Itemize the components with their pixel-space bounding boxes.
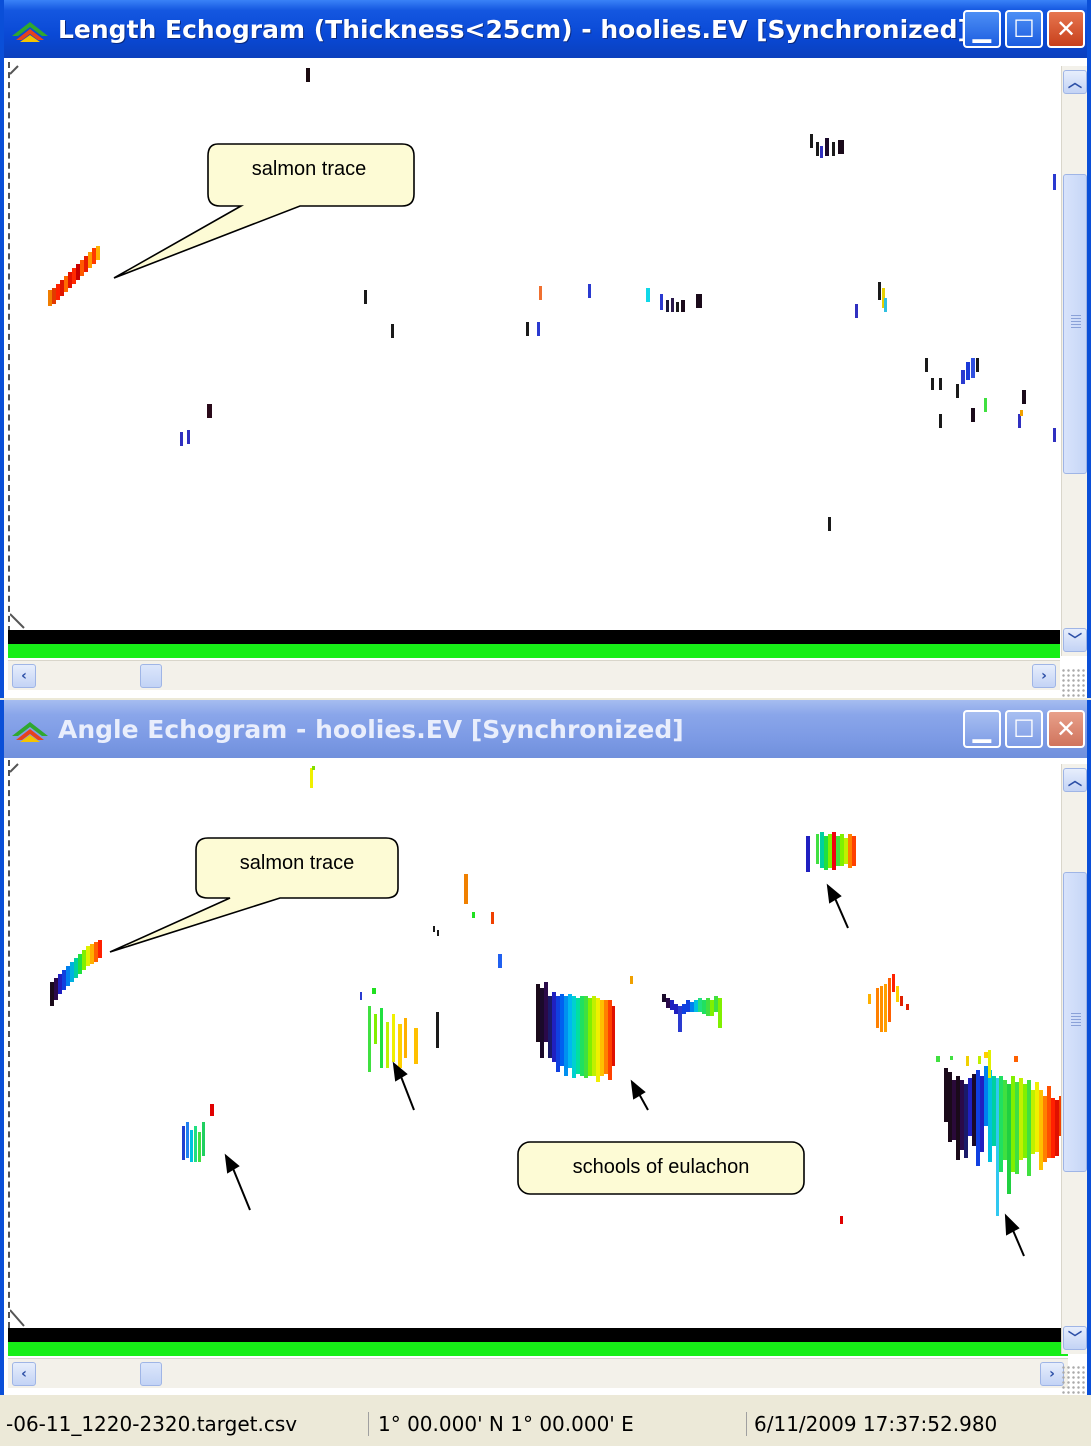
eulachon-school bbox=[868, 974, 909, 1032]
title-bar[interactable]: Angle Echogram - hoolies.EV [Synchronize… bbox=[4, 700, 1087, 758]
corner-mark bbox=[10, 1309, 25, 1327]
status-file: -06-11_1220-2320.target.csv bbox=[6, 1412, 298, 1436]
horizontal-scrollbar[interactable]: ‹ › bbox=[8, 660, 1060, 690]
scroll-down-button[interactable]: ﹀ bbox=[1063, 628, 1087, 652]
eulachon-school bbox=[536, 982, 615, 1082]
corner-mark bbox=[10, 65, 19, 75]
title-bar[interactable]: Length Echogram (Thickness<25cm) - hooli… bbox=[4, 0, 1087, 58]
minimize-button[interactable]: ▁ bbox=[963, 710, 1001, 748]
maximize-button[interactable]: ☐ bbox=[1005, 710, 1043, 748]
vertical-scroll-thumb[interactable] bbox=[1063, 872, 1087, 1172]
salmon-trace-callout bbox=[113, 143, 415, 279]
resize-grip-icon[interactable] bbox=[1061, 1365, 1087, 1395]
chevron-left-icon: ‹ bbox=[21, 668, 27, 684]
callout-label: schools of eulachon bbox=[572, 1156, 750, 1178]
chevron-up-icon: ︿ bbox=[1068, 773, 1082, 789]
chevron-right-icon: › bbox=[1041, 668, 1047, 684]
horizontal-scrollbar[interactable]: ‹ › bbox=[8, 1358, 1068, 1388]
eulachon-school bbox=[806, 832, 856, 872]
angle-echogram-window: Angle Echogram - hoolies.EV [Synchronize… bbox=[0, 700, 1091, 1395]
maximize-icon: ☐ bbox=[1013, 15, 1035, 43]
chevron-down-icon: ﹀ bbox=[1068, 633, 1082, 649]
vertical-scrollbar[interactable]: ︿ ﹀ bbox=[1061, 764, 1087, 1354]
status-bar: -06-11_1220-2320.target.csv 1° 00.000' N… bbox=[0, 1398, 1091, 1446]
salmon-trace-callout bbox=[109, 837, 399, 953]
maximize-button[interactable]: ☐ bbox=[1005, 10, 1043, 48]
bottom-grid-band bbox=[8, 1342, 1068, 1356]
eulachon-callout bbox=[517, 1141, 805, 1195]
scroll-down-button[interactable]: ﹀ bbox=[1063, 1326, 1087, 1350]
close-icon: ✕ bbox=[1055, 715, 1077, 743]
vertical-scrollbar[interactable]: ︿ ﹀ bbox=[1061, 66, 1087, 656]
callout-label: salmon trace bbox=[251, 158, 367, 180]
window-title: Angle Echogram - hoolies.EV [Synchronize… bbox=[58, 714, 684, 744]
chevron-right-icon: › bbox=[1049, 1366, 1055, 1382]
eulachon-school bbox=[662, 994, 722, 1032]
eulachon-school bbox=[360, 988, 439, 1072]
close-button[interactable]: ✕ bbox=[1047, 10, 1085, 48]
minimize-button[interactable]: ▁ bbox=[963, 10, 1001, 48]
scroll-up-button[interactable]: ︿ bbox=[1063, 70, 1087, 94]
echogram-plot bbox=[10, 763, 1067, 1327]
chevron-down-icon: ﹀ bbox=[1068, 1331, 1082, 1347]
echogram-plot bbox=[10, 65, 1056, 629]
status-datetime: 6/11/2009 17:37:52.980 bbox=[754, 1412, 998, 1436]
salmon-trace-targets bbox=[50, 940, 102, 1006]
status-separator bbox=[368, 1412, 369, 1436]
bottom-line-band bbox=[8, 1328, 1068, 1342]
eulachon-school bbox=[936, 1050, 1063, 1216]
grip-icon bbox=[1071, 315, 1081, 329]
echogram-canvas[interactable]: salmon trace bbox=[8, 62, 1060, 632]
chevron-left-icon: ‹ bbox=[21, 1366, 27, 1382]
echoview-app-icon bbox=[12, 22, 48, 42]
single-targets bbox=[180, 68, 1056, 531]
maximize-icon: ☐ bbox=[1013, 715, 1035, 743]
echogram-canvas[interactable]: salmon trace schools of eulachon bbox=[8, 760, 1068, 1328]
scroll-up-button[interactable]: ︿ bbox=[1063, 768, 1087, 792]
scroll-right-button[interactable]: › bbox=[1032, 664, 1056, 688]
annotation-arrows bbox=[224, 883, 1025, 1257]
corner-mark bbox=[10, 613, 25, 629]
close-icon: ✕ bbox=[1055, 15, 1077, 43]
scroll-left-button[interactable]: ‹ bbox=[12, 1362, 36, 1386]
resize-grip-icon[interactable] bbox=[1061, 668, 1087, 698]
horizontal-scroll-thumb[interactable] bbox=[140, 664, 162, 688]
corner-mark bbox=[10, 763, 19, 773]
vertical-scroll-thumb[interactable] bbox=[1063, 174, 1087, 474]
minimize-icon: ▁ bbox=[972, 15, 992, 43]
scroll-right-button[interactable]: › bbox=[1040, 1362, 1064, 1386]
grip-icon bbox=[1071, 1013, 1081, 1027]
scroll-left-button[interactable]: ‹ bbox=[12, 664, 36, 688]
chevron-up-icon: ︿ bbox=[1068, 75, 1082, 91]
bottom-line-band bbox=[8, 630, 1060, 644]
length-echogram-window: Length Echogram (Thickness<25cm) - hooli… bbox=[0, 0, 1091, 698]
callout-label: salmon trace bbox=[239, 852, 355, 874]
minimize-icon: ▁ bbox=[972, 715, 992, 743]
horizontal-scroll-thumb[interactable] bbox=[140, 1362, 162, 1386]
status-position: 1° 00.000' N 1° 00.000' E bbox=[378, 1412, 634, 1436]
window-title: Length Echogram (Thickness<25cm) - hooli… bbox=[58, 14, 969, 44]
status-separator bbox=[746, 1412, 747, 1436]
close-button[interactable]: ✕ bbox=[1047, 710, 1085, 748]
echoview-app-icon bbox=[12, 722, 48, 742]
bottom-grid-band bbox=[8, 644, 1060, 658]
salmon-trace-targets bbox=[48, 246, 100, 306]
eulachon-school bbox=[182, 1122, 205, 1162]
